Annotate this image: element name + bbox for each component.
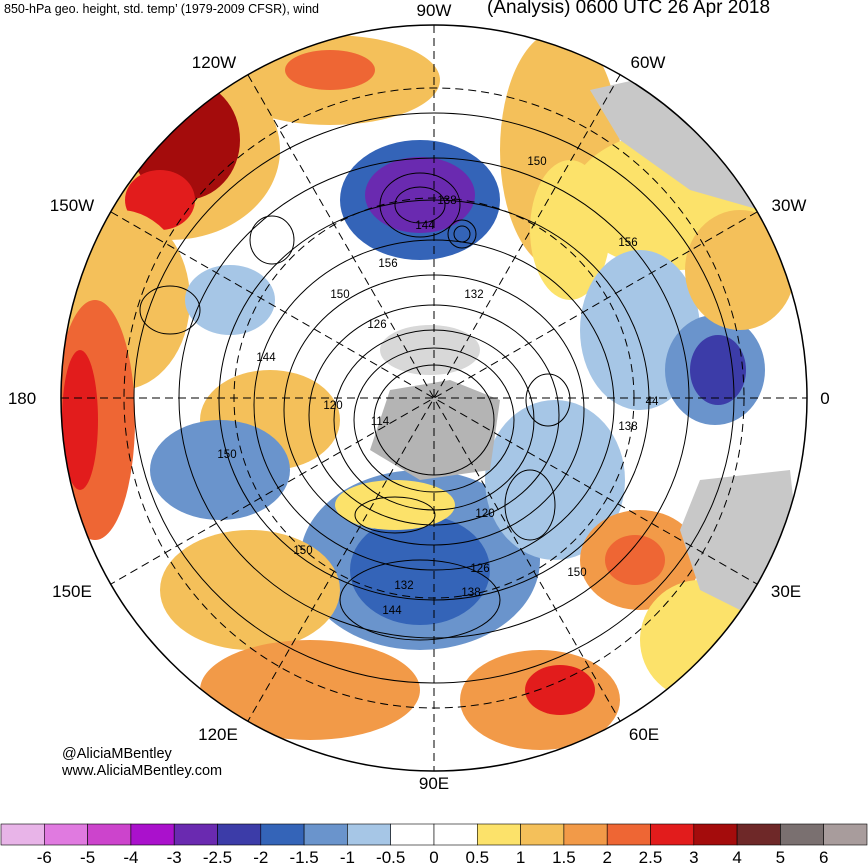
colorbar-tick-label: 2: [602, 848, 611, 865]
colorbar-box: [606, 823, 651, 846]
contour-label: 156: [378, 258, 397, 270]
lon-label-30w: 30W: [772, 196, 807, 215]
contour-label: 44: [646, 396, 659, 408]
colorbar-box: [130, 823, 175, 846]
lon-label-0: 0: [820, 389, 829, 408]
contour-label: 156: [618, 237, 637, 249]
contour-label: 132: [464, 289, 483, 301]
graticule: [61, 25, 807, 771]
contour-label: 150: [217, 449, 236, 461]
colorbar-box: [823, 823, 868, 846]
colorbar-box: [87, 823, 132, 846]
website-credit: www.AliciaMBentley.com: [62, 763, 223, 779]
contour-label: 120: [323, 400, 342, 412]
colorbar-box: [650, 823, 695, 846]
contour-labels: 138 144 156 150 132 126 144 120 114 150 …: [217, 156, 659, 617]
colorbar-tick-label: -2.5: [203, 848, 232, 865]
contour-label: 144: [415, 220, 435, 232]
lon-label-120w: 120W: [192, 53, 236, 72]
lon-label-60e: 60E: [629, 725, 659, 744]
colorbar: -6 -5 -4 -3 -2.5 -2 -1.5 -1 -0.5 0 0.5 1 1.5 2 2.5 3 4 5 6: [0, 823, 868, 865]
colorbar-tick-label: 0: [429, 848, 438, 865]
colorbar-box: [520, 823, 565, 846]
lon-label-30e: 30E: [771, 582, 801, 601]
colorbar-tick-label: 6: [819, 848, 828, 865]
colorbar-box: [563, 823, 608, 846]
twitter-handle: @AliciaMBentley: [62, 746, 172, 762]
colorbar-box: [736, 823, 781, 846]
contour-label: 138: [461, 587, 480, 599]
contour-label: 138: [437, 195, 456, 207]
chart-title-right: (Analysis) 0600 UTC 26 Apr 2018: [487, 0, 771, 18]
colorbar-tick-label: 5: [776, 848, 785, 865]
contour-label: 144: [256, 352, 276, 364]
colorbar-box: [390, 823, 435, 846]
colorbar-tick-label: -1.5: [289, 848, 318, 865]
lon-label-150w: 150W: [50, 196, 94, 215]
colorbar-tick-label: 4: [732, 848, 741, 865]
contour-label: 138: [618, 421, 637, 433]
lon-label-120e: 120E: [198, 725, 238, 744]
contour-label: 132: [394, 580, 413, 592]
colorbar-box: [476, 823, 521, 846]
colorbar-tick-label: -3: [167, 848, 182, 865]
colorbar-box: [173, 823, 218, 846]
map-boundary: [60, 24, 808, 772]
colorbar-box: [260, 823, 305, 846]
lon-label-150e: 150E: [52, 582, 92, 601]
contour-label: 126: [367, 319, 386, 331]
colorbar-box: [0, 823, 45, 846]
colorbar-tick-label: -6: [37, 848, 52, 865]
colorbar-box: [303, 823, 348, 846]
lon-label-90e: 90E: [419, 774, 449, 793]
contour-label: 126: [470, 563, 489, 575]
contour-label: 120: [475, 508, 494, 520]
contour-label: 150: [567, 567, 586, 579]
colorbar-box: [217, 823, 262, 846]
contour-label: 144: [382, 605, 402, 617]
colorbar-tick-label: -1: [340, 848, 355, 865]
chart-title-left: 850-hPa geo. height, std. temp’ (1979-20…: [4, 2, 319, 16]
colorbar-box: [347, 823, 391, 846]
colorbar-tick-label: -5: [80, 848, 95, 865]
colorbar-box: [780, 823, 825, 846]
contour-label: 150: [293, 545, 312, 557]
colorbar-box: [433, 823, 478, 846]
contour-label: 150: [330, 289, 349, 301]
lon-label-90w: 90W: [417, 1, 452, 20]
contour-label: 114: [371, 416, 390, 428]
colorbar-box: [43, 823, 88, 846]
colorbar-tick-label: 3: [689, 848, 698, 865]
colorbar-tick-label: 1.5: [552, 848, 576, 865]
colorbar-tick-label: -4: [123, 848, 138, 865]
colorbar-tick-label: -2: [253, 848, 268, 865]
contour-label: 150: [527, 156, 546, 168]
lon-label-180: 180: [8, 389, 36, 408]
colorbar-box: [693, 823, 738, 846]
lon-label-60w: 60W: [631, 53, 666, 72]
colorbar-tick-label: 2.5: [639, 848, 663, 865]
colorbar-tick-label: -0.5: [376, 848, 405, 865]
colorbar-tick-label: 1: [516, 848, 525, 865]
colorbar-tick-label: 0.5: [465, 848, 489, 865]
